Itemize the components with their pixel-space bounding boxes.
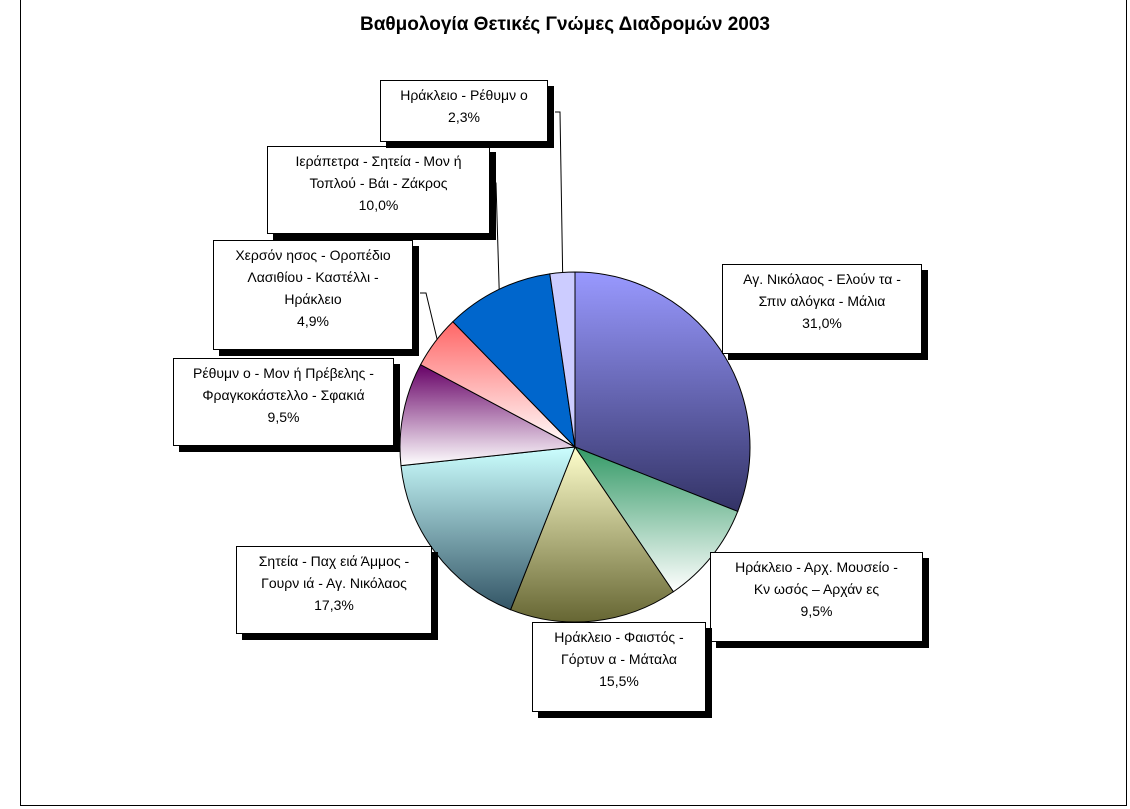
data-label-0: Αγ. Νικόλαος - Ελούν τα - Σπιν αλόγκα - Μ… xyxy=(722,264,922,354)
data-label-percent: 2,3% xyxy=(448,109,480,125)
pie-slice-3 xyxy=(400,446,576,611)
data-label-text: Λασιθίου - Καστέλλι - xyxy=(247,269,379,285)
data-label-text: Τοπλού - Βάι - Ζάκρος xyxy=(309,175,448,191)
data-label-1: Ηράκλειο - Αρχ. Μουσείο - Κν ωσός – Αρχάν… xyxy=(710,552,923,642)
data-label-text: Ιεράπετρα - Σητεία - Μον ή xyxy=(295,153,462,169)
data-label-text: Ρέθυμν ο - Μον ή Πρέβελης - xyxy=(193,365,374,381)
data-label-text: Γουρν ιά - Αγ. Νικόλαος xyxy=(261,575,407,591)
data-label-text: Σπιν αλόγκα - Μάλια xyxy=(758,293,886,309)
data-label-percent: 4,9% xyxy=(297,313,329,329)
data-label-text: Ηράκλειο xyxy=(284,291,342,307)
data-label-percent: 15,5% xyxy=(599,673,639,689)
pie-slice-7 xyxy=(549,271,576,448)
leader-line-5 xyxy=(420,292,439,345)
data-label-text: Σητεία - Παχ ειά Άμμος - xyxy=(258,553,410,569)
pie-slice-6 xyxy=(452,273,576,449)
pie-slice-2 xyxy=(509,445,675,623)
data-label-5: Χερσόν ησος - Οροπέδιο Λασιθίου - Καστέλλ… xyxy=(213,240,413,350)
data-label-6: Ιεράπετρα - Σητεία - Μον ή Τοπλού - Βάι -… xyxy=(267,146,490,234)
data-label-text: Ηράκλειο - Φαιστός - xyxy=(554,629,684,645)
data-label-text: Ηράκλειο - Αρχ. Μουσείο - xyxy=(735,559,898,575)
data-label-2: Ηράκλειο - Φαιστός - Γόρτυν α - Μάταλα 15,… xyxy=(532,622,706,712)
data-label-7: Ηράκλειο - Ρέθυμν ο 2,3% xyxy=(380,80,548,142)
data-label-text: Ηράκλειο - Ρέθυμν ο xyxy=(400,87,528,103)
pie-slice-4 xyxy=(399,363,577,467)
data-label-text: Γόρτυν α - Μάταλα xyxy=(561,651,677,667)
data-label-percent: 31,0% xyxy=(802,315,842,331)
leader-line-6 xyxy=(490,182,500,294)
data-label-percent: 17,3% xyxy=(314,597,354,613)
data-label-text: Κν ωσός – Αρχάν ες xyxy=(753,581,880,597)
leader-line-7 xyxy=(555,111,564,277)
data-label-4: Ρέθυμν ο - Μον ή Πρέβελης - Φραγκοκάστελλ… xyxy=(173,358,394,446)
data-label-3: Σητεία - Παχ ειά Άμμος - Γουρν ιά - Αγ. Ν… xyxy=(236,546,432,634)
data-label-percent: 10,0% xyxy=(358,197,399,213)
data-label-percent: 9,5% xyxy=(800,603,833,619)
data-label-text: Αγ. Νικόλαος - Ελούν τα - xyxy=(743,271,901,287)
data-label-percent: 9,5% xyxy=(267,409,300,425)
data-label-text: Φραγκοκάστελλο - Σφακιά xyxy=(202,387,365,403)
pie-slice-0 xyxy=(574,271,751,513)
data-label-text: Χερσόν ησος - Οροπέδιο xyxy=(235,247,391,263)
chart-title: Βαθμολογία Θετικές Γνώμες Διαδρομών 2003 xyxy=(360,14,770,35)
